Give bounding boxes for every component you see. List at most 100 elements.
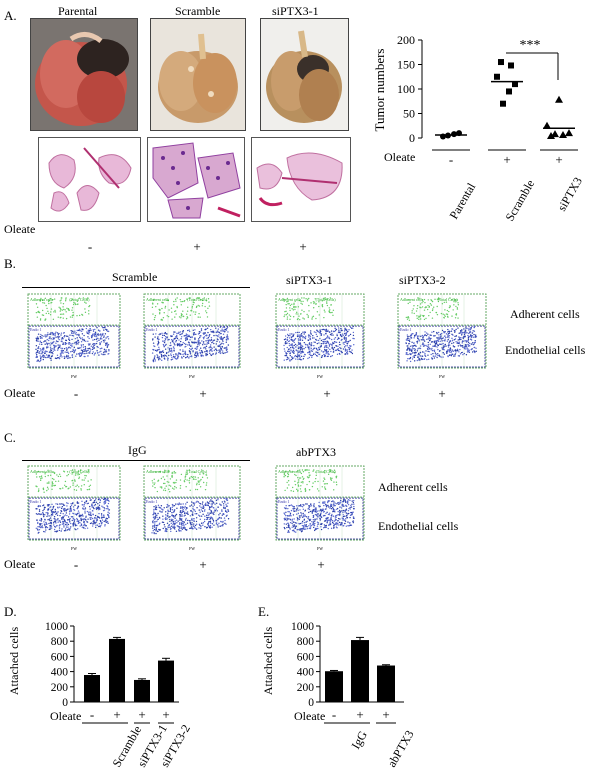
svg-text:(Total Cells): (Total Cells)	[316, 297, 337, 302]
y-tick-label: 200	[297, 682, 315, 694]
bar	[351, 640, 369, 702]
panel-b-oleate-sign: +	[438, 386, 446, 401]
tumor-oleate-sign: +	[555, 152, 562, 167]
svg-text:Adherent cells: Adherent cells	[278, 469, 302, 474]
svg-text:FW: FW	[317, 374, 323, 379]
tumor-point	[555, 95, 563, 103]
tumor-point	[565, 129, 573, 137]
panel-e-label: E.	[258, 604, 270, 619]
tumor-point	[551, 130, 559, 138]
lung-photo-parental	[30, 18, 138, 131]
svg-text:(Total Cells): (Total Cells)	[187, 297, 208, 302]
panel-d-ylabel: Attached cells	[7, 627, 21, 696]
panel-d-oleate-label: Oleate	[50, 709, 81, 723]
svg-text:(Total Cells): (Total Cells)	[438, 297, 459, 302]
panel-b-title-siptx3-2: siPTX3-2	[399, 273, 446, 287]
svg-text:Endo 1: Endo 1	[278, 499, 289, 504]
svg-text:FW: FW	[71, 374, 77, 379]
panel-e-ylabel: Attached cells	[261, 627, 275, 696]
flow-plot: Adherent cells (Total Cells) Endo 1 FW	[126, 462, 244, 552]
bar	[84, 675, 100, 702]
significance-stars: ***	[520, 38, 541, 53]
panel-c-title-igg: IgG	[128, 443, 147, 457]
tumor-point	[559, 131, 567, 139]
svg-text:(Total Cells): (Total Cells)	[69, 297, 90, 302]
oleate-sign: +	[162, 707, 169, 722]
category-label: IgG	[348, 728, 370, 751]
svg-text:Adherent cells: Adherent cells	[146, 297, 170, 302]
oleate-sign: +	[138, 707, 145, 722]
tumor-point	[498, 59, 504, 66]
panel-c-oleate-sign: +	[317, 557, 325, 572]
flow-plot: Adherent cells (Total Cells) Endo 1 FW	[10, 462, 124, 552]
y-tick-label: 600	[297, 651, 315, 663]
svg-text:FW: FW	[189, 546, 195, 551]
panel-d-label: D.	[4, 604, 17, 619]
histology-siptx3-1	[251, 137, 351, 222]
y-tick-label: 1000	[291, 621, 314, 633]
svg-text:Adherent cells: Adherent cells	[30, 469, 54, 474]
tumor-y-tick-label: 150	[397, 58, 415, 72]
tumor-y-tick-label: 50	[403, 107, 415, 121]
bar	[325, 671, 343, 702]
tumor-point	[512, 81, 518, 88]
tumor-point	[451, 131, 457, 138]
svg-text:Endo 1: Endo 1	[30, 327, 41, 332]
svg-text:Adherent cells: Adherent cells	[278, 297, 302, 302]
svg-text:Endo 1: Endo 1	[146, 499, 157, 504]
flow-plot: Adherent cells (Total Cells) Endo 1 FW	[258, 290, 368, 380]
oleate-sign: -	[332, 707, 336, 722]
svg-text:Endo 1: Endo 1	[400, 327, 411, 332]
tumor-y-tick-label: 0	[409, 131, 415, 145]
y-tick-label: 400	[297, 667, 315, 679]
panel-b-oleate-sign: +	[199, 386, 207, 401]
panel-b-oleate-sign: +	[323, 386, 331, 401]
tumor-oleate-label: Oleate	[384, 150, 415, 164]
svg-text:Endo 1: Endo 1	[278, 327, 289, 332]
panel-b-scramble-line	[22, 287, 250, 288]
oleate-sign: -	[90, 707, 94, 722]
svg-text:FW: FW	[189, 374, 195, 379]
tumor-group-label: Parental	[446, 180, 478, 222]
flow-plot: Adherent cells (Total Cells) Endo 1 FW	[126, 290, 244, 380]
panel-a-oleate-sign: +	[193, 239, 201, 254]
flow-plot: Adherent cells (Total Cells) Endo 1 FW	[10, 290, 124, 380]
histology-scramble	[147, 137, 245, 222]
tumor-point	[508, 62, 514, 69]
photo-title-scramble: Scramble	[175, 4, 221, 18]
y-tick-label: 0	[308, 697, 314, 709]
tumor-point	[543, 121, 551, 129]
photo-title-parental: Parental	[58, 4, 98, 18]
panel-c-row-endothelial: Endothelial cells	[378, 519, 459, 533]
svg-text:(Total Cells): (Total Cells)	[187, 469, 208, 474]
panel-a-oleate-label: Oleate	[4, 222, 36, 236]
tumor-point	[494, 73, 500, 80]
panel-a-oleate-sign: -	[87, 239, 93, 254]
tumor-point	[547, 132, 555, 140]
photo-title-siptx3-1: siPTX3-1	[272, 4, 319, 18]
panel-a-oleate-sign: +	[299, 239, 307, 254]
significance-bracket: ***	[506, 38, 559, 80]
y-tick-label: 1000	[45, 621, 68, 633]
y-tick-label: 600	[51, 651, 69, 663]
bar	[109, 638, 125, 702]
y-tick-label: 800	[51, 636, 69, 648]
oleate-sign: +	[113, 707, 120, 722]
svg-text:Adherent cells: Adherent cells	[146, 469, 170, 474]
panel-b-oleate-label: Oleate	[4, 386, 36, 400]
panel-b-label: B.	[4, 256, 16, 271]
svg-text:Adherent cells: Adherent cells	[400, 297, 424, 302]
bar	[158, 660, 174, 702]
svg-text:Adherent cells: Adherent cells	[30, 297, 54, 302]
panel-b-title-siptx3-1: siPTX3-1	[286, 273, 333, 287]
panel-b-oleate-sign: -	[73, 386, 79, 401]
tumor-oleate-sign: +	[503, 152, 510, 167]
svg-text:Endo 1: Endo 1	[146, 327, 157, 332]
panel-a-label: A.	[4, 8, 17, 23]
svg-text:Endo 1: Endo 1	[30, 499, 41, 504]
panel-b-row-adherent: Adherent cells	[510, 307, 580, 321]
panel-c-oleate-label: Oleate	[4, 557, 36, 571]
panel-c-igg-line	[22, 460, 250, 461]
